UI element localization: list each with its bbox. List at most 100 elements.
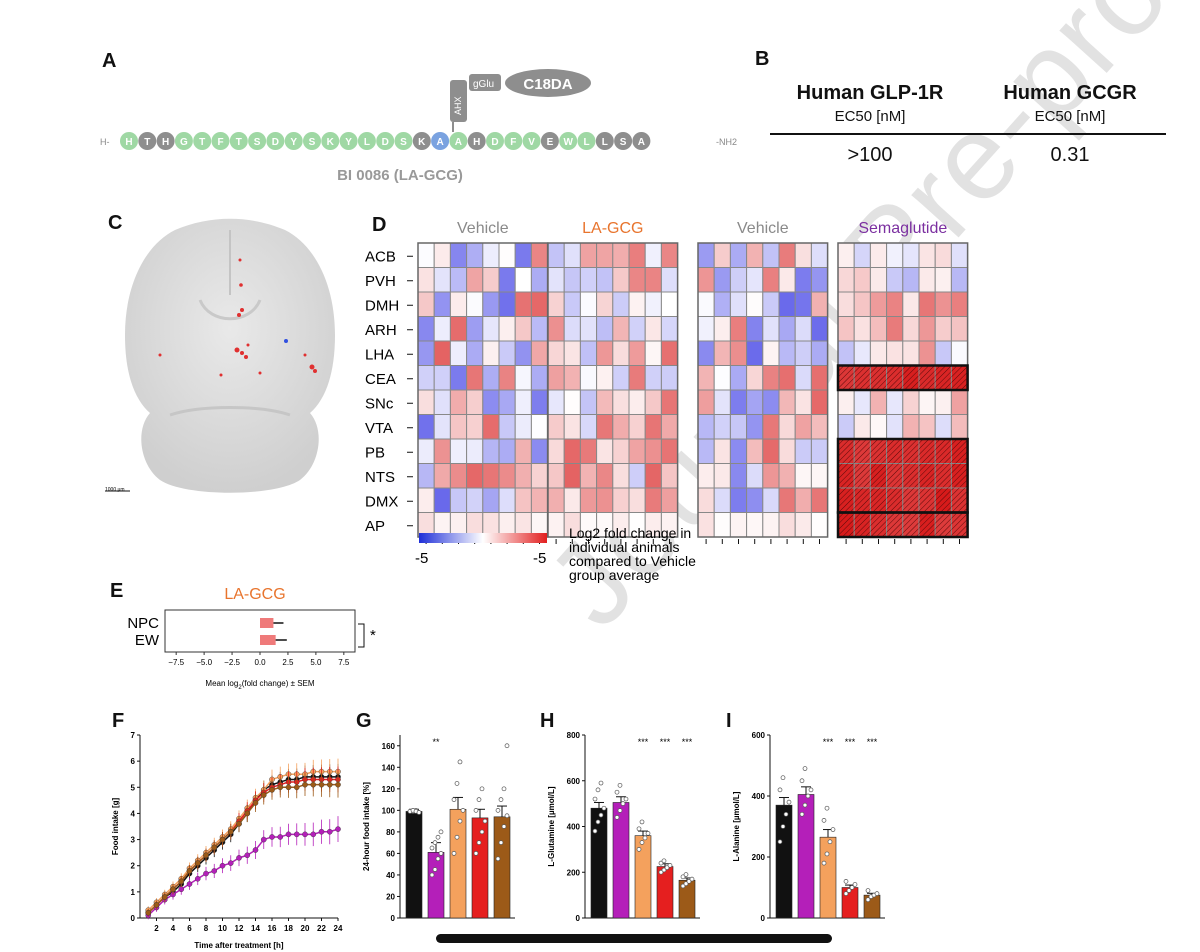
heat-cell — [514, 267, 532, 293]
g-datapoint — [457, 818, 463, 824]
h-datapoint — [592, 796, 598, 802]
residue-9 — [266, 132, 285, 150]
heat-cell — [729, 389, 748, 415]
heat-cell — [837, 389, 855, 415]
ec50-header-glp1r: Human GLP-1R — [796, 82, 944, 104]
heat-cell — [417, 389, 435, 415]
region-label-cea: CEA — [365, 371, 396, 388]
heat-cell — [713, 242, 731, 268]
heat-cell — [628, 463, 646, 489]
heat-cell — [778, 512, 796, 538]
residue-letter-9: D — [272, 137, 279, 148]
f-y-tick-label: 2 — [131, 862, 136, 871]
heat-cell — [482, 389, 500, 415]
heat-cell — [530, 267, 549, 293]
residue-letter-29: A — [638, 137, 645, 148]
heatmap-border-2 — [697, 242, 829, 538]
region-label-pvh: PVH — [365, 273, 396, 290]
residue-28 — [614, 132, 633, 150]
heat-cell — [810, 512, 829, 538]
heat-cell — [596, 340, 614, 366]
heat-cell — [449, 414, 468, 440]
heat-cell — [530, 365, 549, 391]
i-datapoint — [874, 891, 880, 896]
heat-cell-hatch — [902, 463, 919, 488]
i-bar-2 — [819, 836, 837, 919]
residue-letter-18: A — [436, 137, 443, 148]
heat-cell — [612, 340, 630, 366]
heat-cell-hatch — [935, 463, 952, 488]
f-point — [194, 875, 201, 882]
heat-cell — [853, 316, 871, 342]
heat-cell — [713, 438, 731, 464]
h-y-tick-label: 600 — [567, 777, 581, 786]
f-point — [318, 781, 325, 788]
heat-cell-hatch — [886, 463, 903, 488]
heat-cell — [547, 291, 565, 317]
h-y-label: L-Glutamine [µmol/L] — [547, 786, 556, 866]
panel-e-tick-label: 2.5 — [282, 658, 294, 667]
residue-6 — [211, 132, 230, 150]
heat-cell — [697, 414, 715, 440]
heat-cell — [628, 487, 646, 513]
heat-cell — [713, 487, 731, 513]
horizontal-scrollbar[interactable] — [436, 934, 832, 943]
h-datapoint — [601, 805, 607, 811]
f-x-tick-label: 22 — [317, 924, 326, 933]
f-point — [277, 784, 284, 791]
panel-e-tick-label: 7.5 — [338, 658, 350, 667]
heat-cell — [697, 463, 715, 489]
residue-letter-20: H — [473, 137, 480, 148]
g-datapoint — [429, 845, 435, 851]
heat-cell-hatch — [838, 463, 855, 488]
region-label-acb: ACB — [365, 248, 396, 265]
i-datapoint — [849, 885, 855, 890]
heat-cell — [482, 438, 500, 464]
heat-cell — [778, 438, 796, 464]
heat-cell — [746, 291, 764, 317]
heat-cell-hatch — [902, 439, 919, 464]
heat-cell — [902, 389, 920, 415]
heat-cell — [886, 316, 904, 342]
g-datapoint — [429, 872, 435, 878]
heat-cell — [902, 316, 920, 342]
residue-letter-14: L — [364, 137, 370, 148]
g-datapoint — [498, 840, 504, 845]
i-datapoint — [805, 793, 811, 799]
f-y-tick-label: 5 — [131, 783, 136, 792]
heat-cell — [660, 487, 679, 513]
f-point — [293, 784, 300, 791]
heat-cell — [579, 316, 598, 342]
h-datapoint — [636, 847, 642, 852]
residue-3 — [156, 132, 175, 150]
heat-cell-hatch — [870, 463, 887, 488]
heat-cell — [449, 340, 468, 366]
residue-letter-1: H — [125, 137, 132, 148]
heat-cell — [660, 389, 679, 415]
heat-cell — [563, 340, 581, 366]
heat-cell — [596, 365, 614, 391]
brain-cerebellum-line — [169, 406, 291, 417]
i-datapoint — [780, 775, 786, 781]
h-datapoint — [661, 858, 667, 864]
h-datapoint — [680, 874, 686, 880]
heat-cell — [810, 291, 829, 317]
f-x-label: Time after treatment [h] — [194, 941, 284, 950]
heat-cell — [934, 414, 952, 440]
panel-label-g: G — [356, 710, 372, 732]
heat-cell — [466, 463, 484, 489]
h-y-tick-label: 0 — [576, 914, 581, 923]
h-datapoint — [689, 876, 695, 882]
heat-cell — [729, 365, 748, 391]
heat-cell — [810, 242, 829, 268]
heat-cell — [612, 487, 630, 513]
f-x-tick-label: 4 — [171, 924, 176, 933]
f-point — [219, 862, 226, 869]
heat-cell-hatch — [951, 463, 968, 488]
g-bar-0 — [405, 811, 423, 919]
heat-cell — [547, 487, 565, 513]
heat-cell — [934, 389, 952, 415]
heat-cell — [934, 316, 952, 342]
residue-23 — [522, 132, 541, 150]
residue-26 — [577, 132, 596, 150]
